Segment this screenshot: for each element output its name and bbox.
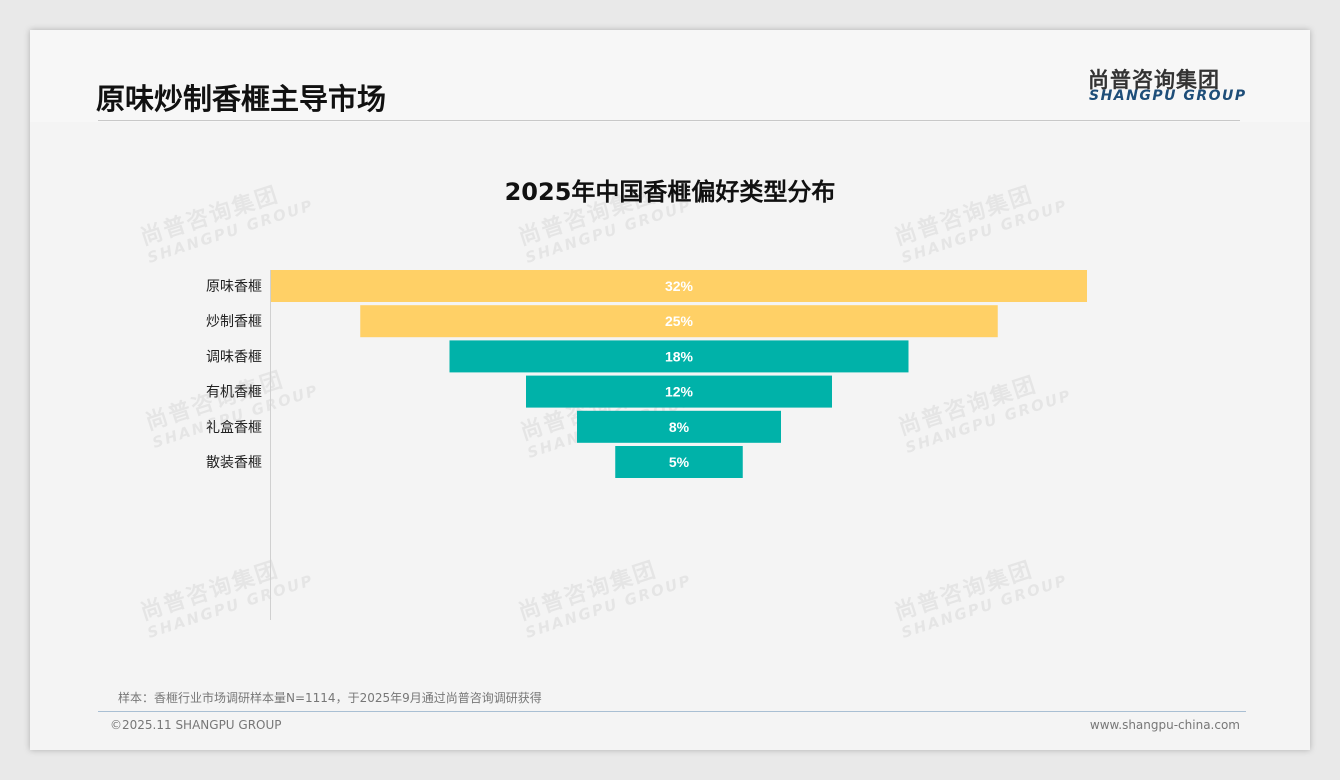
category-label: 礼盒香榧 — [206, 419, 262, 436]
data-label: 12% — [665, 384, 694, 400]
data-label: 8% — [669, 419, 690, 435]
category-label: 调味香榧 — [206, 349, 262, 365]
funnel-bar — [271, 270, 1087, 302]
slide: 原味炒制香榧主导市场 尚普咨询集团 SHANGPU GROUP 尚普咨询集团 SH… — [30, 30, 1310, 750]
data-label: 18% — [665, 348, 694, 364]
logo-cn: 尚普咨询集团 — [1088, 68, 1220, 92]
funnel-bar — [526, 375, 832, 408]
category-label: 原味香榧 — [206, 279, 262, 295]
page-title: 原味炒制香榧主导市场 — [96, 82, 387, 116]
copyright: ©2025.11 SHANGPU GROUP — [110, 718, 282, 732]
funnel-bar — [360, 305, 998, 338]
website-link[interactable]: www.shangpu-china.com — [1089, 718, 1240, 732]
data-label: 5% — [669, 454, 690, 470]
data-label: 32% — [665, 278, 694, 294]
category-label: 散装香榧 — [206, 455, 262, 471]
data-label: 25% — [665, 313, 694, 329]
funnel-bar — [615, 446, 743, 478]
category-label: 炒制香榧 — [206, 314, 262, 330]
chart-title: 2025年中国香榧偏好类型分布 — [504, 178, 836, 206]
sample-note: 样本：香榧行业市场调研样本量N=1114，于2025年9月通过尚普咨询调研获得 — [118, 691, 542, 705]
funnel-chart: 32% 原味香榧 25% 炒制香榧 18% 调味香榧 12% 有机香榧 8% 礼盒香榧 5% 散装香榧 — [206, 270, 1087, 620]
header — [30, 30, 1310, 122]
funnel-bar — [449, 340, 909, 373]
divider — [98, 120, 1240, 121]
logo-en: SHANGPU GROUP — [1089, 88, 1247, 104]
category-label: 有机香榧 — [206, 385, 262, 401]
footer-divider — [98, 711, 1246, 712]
funnel-bar — [577, 410, 781, 443]
